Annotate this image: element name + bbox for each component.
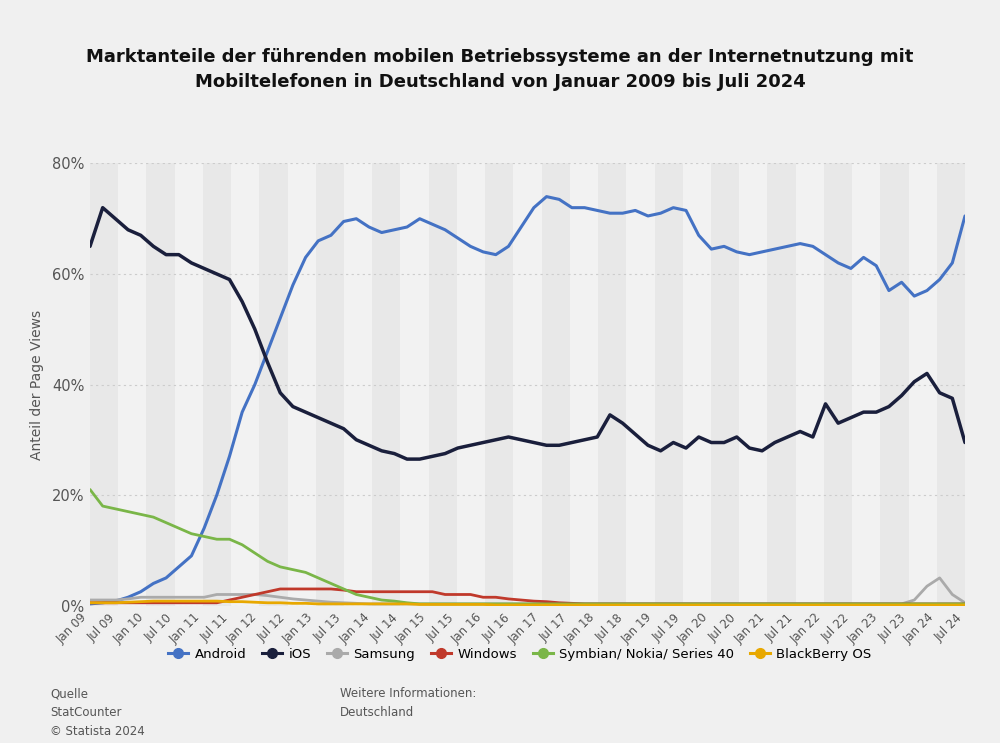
Bar (146, 163, 175, 606)
Text: Quelle
StatCounter
© Statista 2024: Quelle StatCounter © Statista 2024 (50, 687, 145, 739)
Bar (400, 163, 429, 606)
Text: Weitere Informationen:
Deutschland: Weitere Informationen: Deutschland (340, 687, 476, 719)
Bar (711, 163, 739, 606)
Bar (655, 163, 683, 606)
Text: Marktanteile der führenden mobilen Betriebssysteme an der Internetnutzung mit
Mo: Marktanteile der führenden mobilen Betri… (86, 48, 914, 91)
Bar (739, 163, 767, 606)
Bar (852, 163, 880, 606)
Bar (485, 163, 513, 606)
Bar (457, 163, 485, 606)
Bar (937, 163, 965, 606)
Bar (570, 163, 598, 606)
Bar (513, 163, 542, 606)
Bar (231, 163, 259, 606)
Bar (909, 163, 937, 606)
Bar (796, 163, 824, 606)
Bar (316, 163, 344, 606)
Bar (372, 163, 400, 606)
Bar (598, 163, 626, 606)
Bar (767, 163, 796, 606)
Bar (344, 163, 372, 606)
Bar (824, 163, 852, 606)
Bar (203, 163, 231, 606)
Bar (118, 163, 146, 606)
Bar (626, 163, 655, 606)
Bar (683, 163, 711, 606)
Bar (429, 163, 457, 606)
Bar (880, 163, 909, 606)
Bar (288, 163, 316, 606)
Bar (175, 163, 203, 606)
Legend: Android, iOS, Samsung, Windows, Symbian/ Nokia/ Series 40, BlackBerry OS: Android, iOS, Samsung, Windows, Symbian/… (163, 642, 877, 666)
Bar (90, 163, 118, 606)
Y-axis label: Anteil der Page Views: Anteil der Page Views (30, 309, 44, 460)
Bar (542, 163, 570, 606)
Bar (259, 163, 288, 606)
